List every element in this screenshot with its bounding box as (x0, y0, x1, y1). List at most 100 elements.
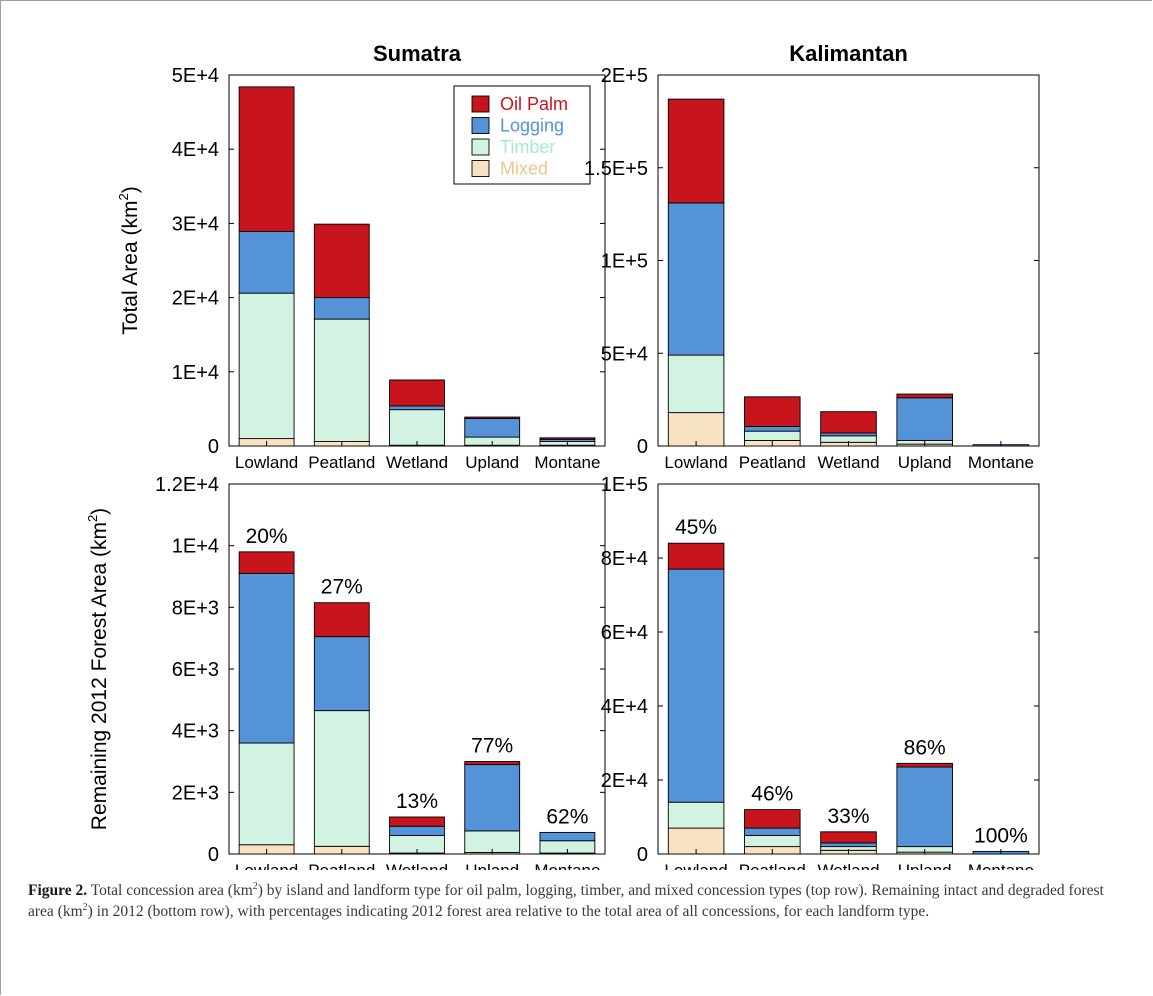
bar-segment-oil-palm (389, 379, 445, 407)
y-tick-label: 1E+5 (601, 474, 648, 496)
x-tick-label: Wetland (386, 861, 448, 870)
bar-segment-timber (667, 801, 725, 829)
bar-segment-timber (667, 354, 725, 414)
y-tick-label: 1E+4 (172, 362, 219, 384)
bar-segment-oil-palm (667, 98, 725, 204)
bar-segment-oil-palm (238, 551, 295, 574)
x-tick-label: Lowland (235, 861, 298, 870)
bar-segment-oil-palm (820, 411, 877, 434)
x-tick-label: Upland (465, 453, 519, 472)
legend-label: Logging (500, 116, 564, 136)
legend-swatch (471, 138, 490, 156)
pct-label: 77% (471, 735, 513, 758)
y-axis-label: Total Area (km2) (116, 186, 142, 334)
x-tick-label: Peatland (739, 453, 806, 472)
legend-swatch (471, 117, 490, 134)
bar-segment-oil-palm (238, 86, 295, 233)
pct-label: 86% (904, 736, 946, 759)
y-tick-label: 6E+3 (172, 659, 219, 681)
x-tick-label: Upland (898, 453, 952, 472)
bar-segment-logging (389, 405, 445, 411)
y-tick-label: 1.5E+5 (584, 158, 648, 180)
caption-label: Figure 2. (28, 882, 88, 899)
bar-segment-logging (313, 636, 370, 712)
x-tick-label: Peatland (308, 453, 375, 472)
y-tick-label: 1.2E+4 (155, 474, 219, 496)
legend-label: Timber (500, 137, 555, 157)
bar-segment-oil-palm (389, 816, 445, 827)
bar-segment-oil-palm (667, 542, 725, 570)
caption-text-3: ) in 2012 (bottom row), with percentages… (87, 903, 930, 920)
bar-segment-timber (744, 835, 801, 848)
y-tick-label: 6E+4 (601, 622, 648, 644)
legend-swatch (471, 95, 490, 113)
y-tick-label: 0 (637, 844, 648, 866)
y-tick-label: 0 (208, 436, 219, 458)
bar-segment-oil-palm (744, 396, 801, 427)
y-tick-label: 0 (208, 844, 219, 866)
bar-segment-logging (389, 825, 445, 836)
bar-segment-oil-palm (464, 416, 521, 419)
panel-title: Sumatra (373, 41, 462, 66)
y-tick-label: 2E+4 (172, 288, 219, 310)
y-tick-label: 4E+3 (172, 721, 219, 743)
bar-segment-logging (313, 297, 370, 320)
panel-title: Kalimantan (789, 41, 908, 66)
x-tick-label: Wetland (386, 453, 448, 472)
pct-label: 27% (321, 576, 363, 599)
bar-segment-logging (667, 568, 725, 803)
x-tick-label: Lowland (664, 861, 727, 870)
bar-segment-oil-palm (313, 223, 370, 299)
legend-swatch (471, 160, 490, 177)
caption-sup-2: 2 (82, 901, 88, 913)
bar-segment-timber (313, 318, 370, 442)
pct-label: 62% (546, 805, 588, 828)
figure-charts: 0 1E+4 2E+4 3E+4 4E+4 5E+4 Lowland Peatland Wetl… (85, 41, 1040, 870)
bar-segment-oil-palm (313, 602, 370, 638)
y-tick-label: 4E+4 (601, 696, 648, 718)
x-tick-label: Lowland (664, 453, 727, 472)
bar-segment-logging (896, 397, 953, 441)
x-tick-label: Upland (465, 861, 519, 870)
x-tick-label: Montane (968, 861, 1034, 870)
bar-segment-logging (896, 766, 953, 848)
bar-segment-oil-palm (464, 761, 521, 766)
bar-segment-logging (744, 827, 801, 836)
pct-label: 13% (396, 790, 438, 813)
pct-label: 33% (827, 805, 869, 828)
y-tick-label: 2E+3 (172, 782, 219, 804)
legend-label: Oil Palm (500, 94, 568, 114)
caption-text-2: ) by island and landform type for oil pa… (28, 882, 1104, 920)
bar-segment-timber (313, 710, 370, 847)
y-tick-label: 0 (637, 436, 648, 458)
bar-segment-logging (820, 842, 877, 848)
bar-segment-timber (389, 409, 445, 446)
bar-segment-oil-palm (539, 437, 596, 440)
bar-segment-logging (464, 418, 521, 438)
bar-segment-oil-palm (896, 762, 953, 768)
bar-segment-logging (539, 831, 596, 842)
bar-segment-timber (744, 430, 801, 441)
legend-label: Mixed (500, 159, 548, 179)
figure-caption: Figure 2. Total concession area (km2) by… (28, 880, 1128, 922)
y-tick-label: 5E+4 (601, 343, 648, 365)
y-tick-label: 5E+4 (172, 65, 219, 87)
bar-segment-oil-palm (820, 831, 877, 844)
bar-segment-mixed (667, 412, 725, 447)
y-tick-label: 2E+5 (601, 65, 648, 87)
bar-segment-timber (238, 292, 295, 440)
pct-label: 46% (751, 783, 793, 806)
y-tick-label: 3E+4 (172, 213, 219, 235)
x-tick-label: Montane (534, 861, 600, 870)
caption-sup-1: 2 (252, 880, 258, 892)
y-axis-label: Remaining 2012 Forest Area (km2) (85, 508, 111, 830)
bar-segment-logging (464, 764, 521, 832)
x-tick-label: Upland (898, 861, 952, 870)
bar-segment-logging (667, 202, 725, 356)
x-tick-label: Lowland (235, 453, 298, 472)
y-tick-label: 8E+4 (601, 548, 648, 570)
x-tick-label: Montane (534, 453, 600, 472)
x-tick-label: Wetland (817, 861, 879, 870)
x-tick-label: Peatland (739, 861, 806, 870)
